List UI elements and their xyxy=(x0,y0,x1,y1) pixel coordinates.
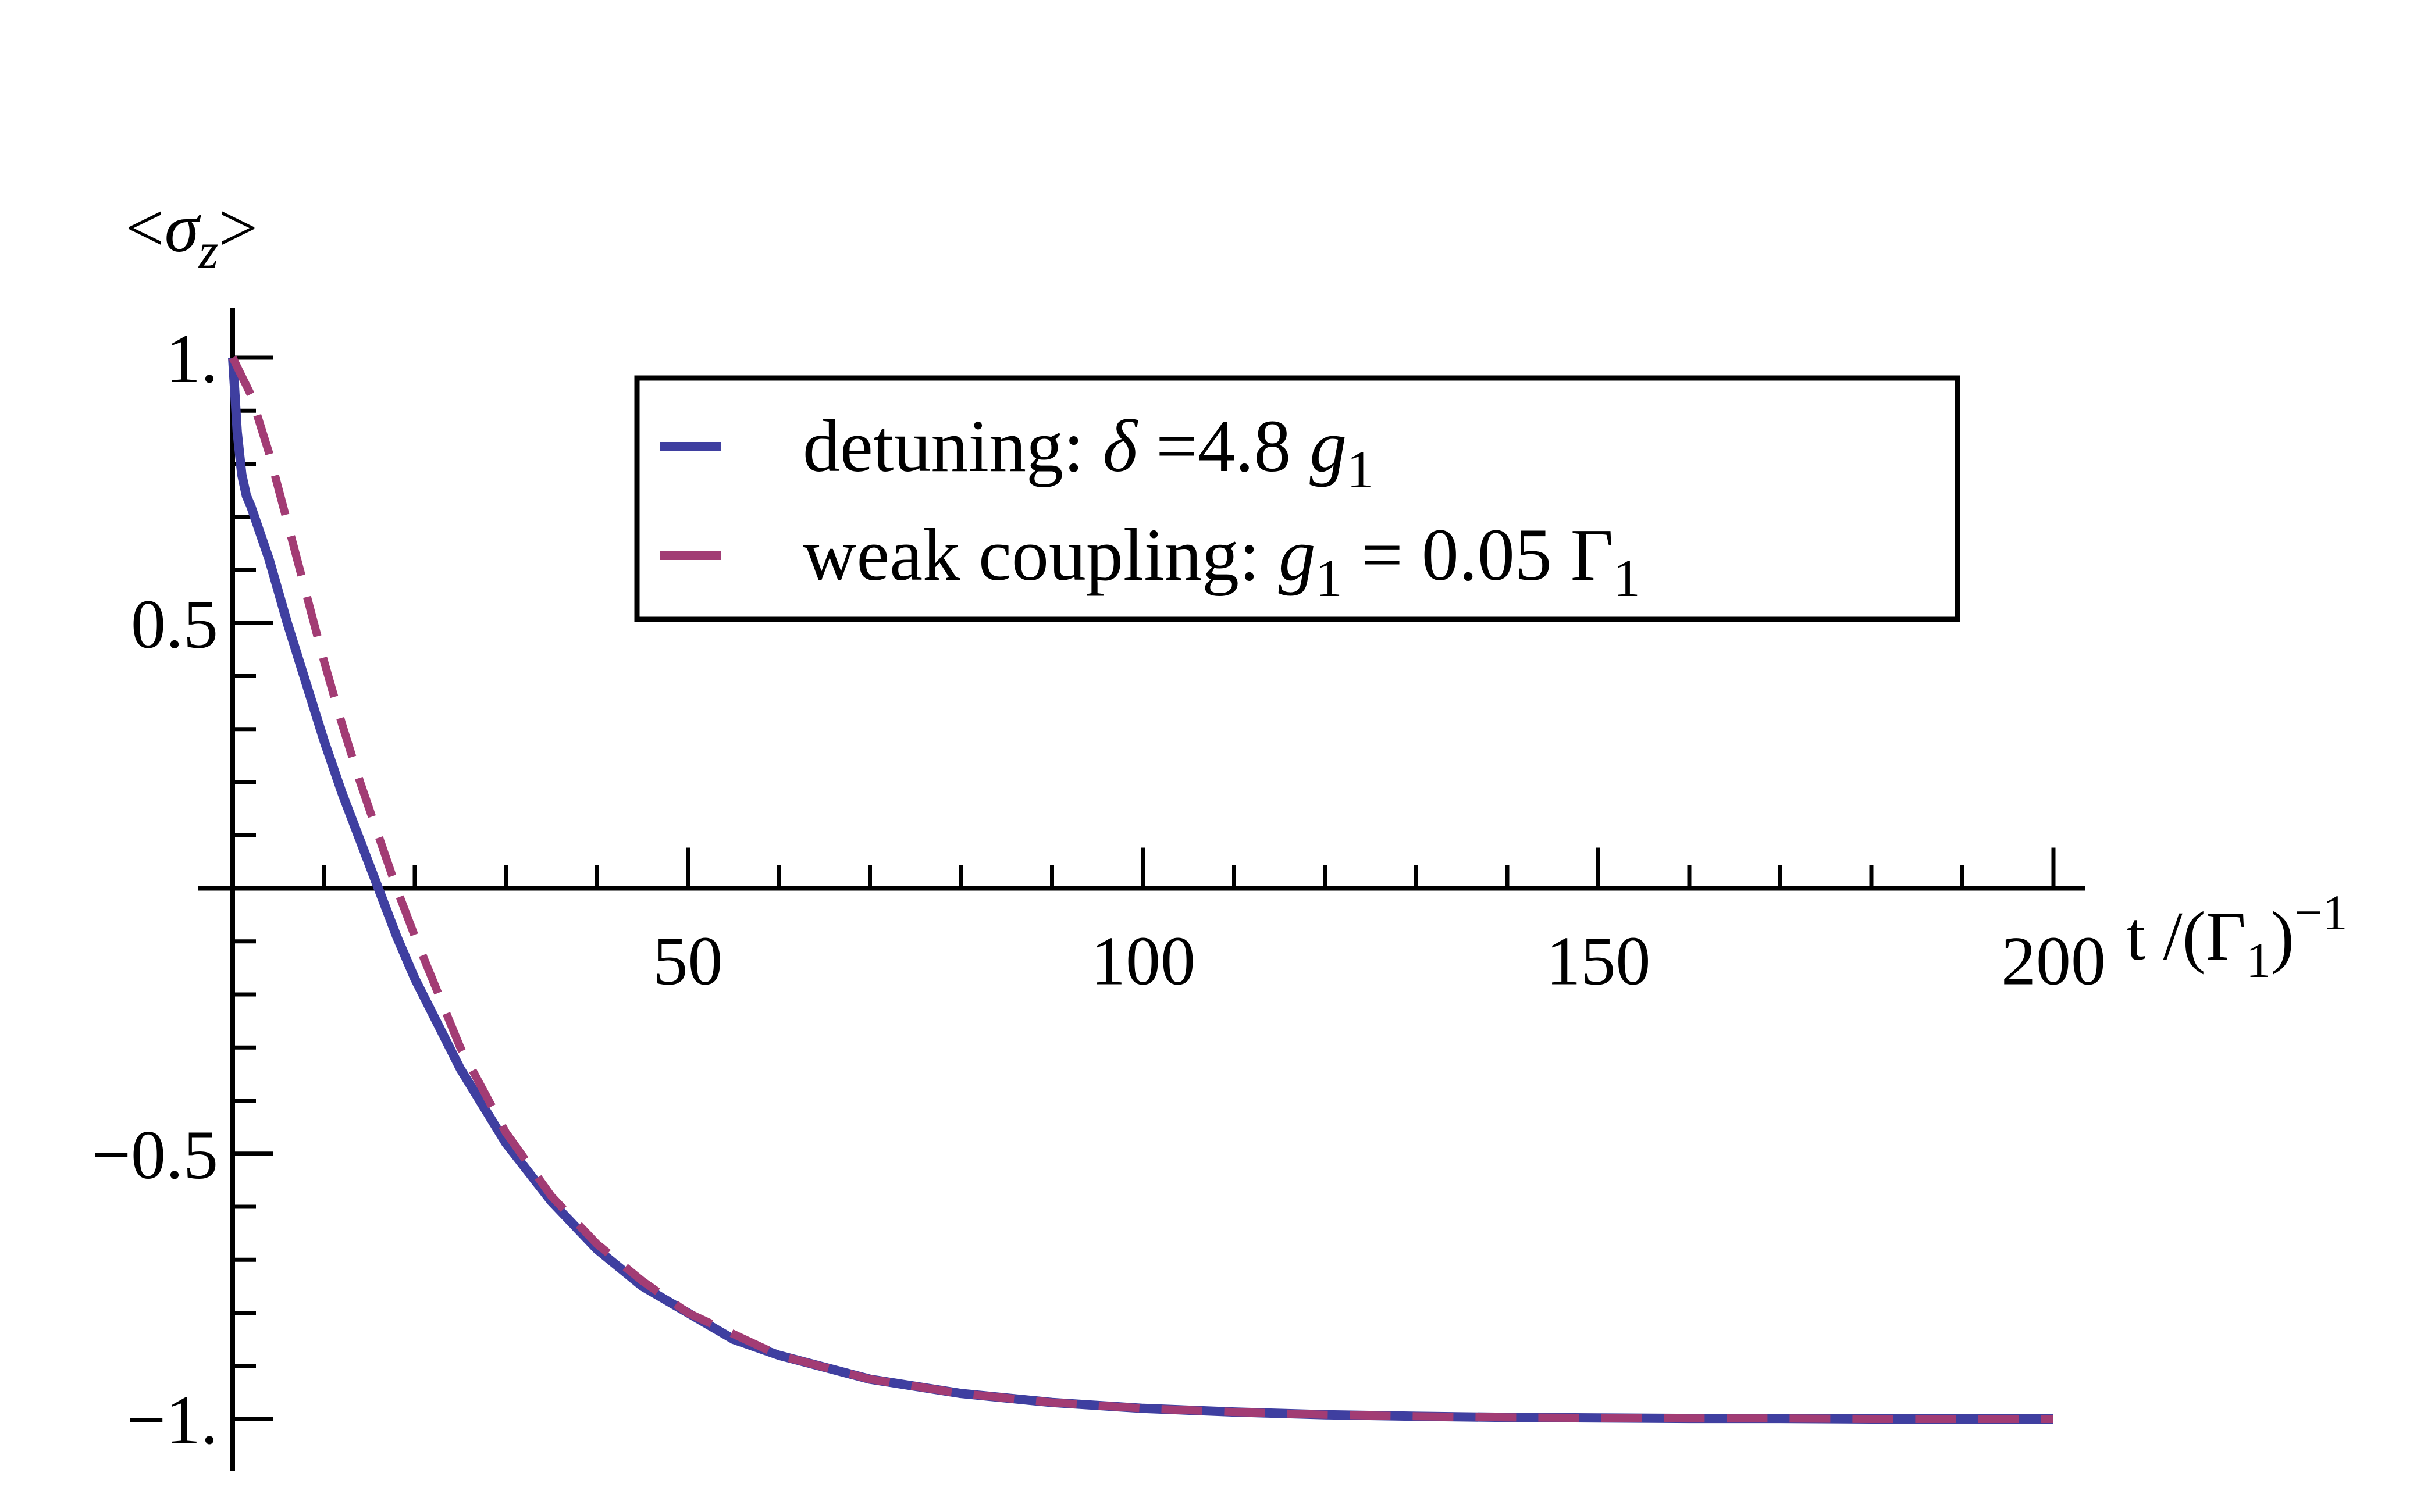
y-tick-label: 1. xyxy=(166,320,218,397)
x-tick-label: 150 xyxy=(1546,922,1651,1000)
x-tick-label: 200 xyxy=(2001,922,2106,1000)
y-tick-label: 0.5 xyxy=(131,585,218,662)
legend-label-weak-coupling: weak coupling: g1 = 0.05 Γ1 xyxy=(803,513,1640,608)
legend-box xyxy=(634,375,1960,622)
series-line-weak-coupling xyxy=(229,355,2053,1423)
ticks: 50 100 150 200 1. 0.5 −0.5 −1. xyxy=(91,320,2106,1458)
legend-label-detuning: detuning: δ =4.8 g1 xyxy=(803,405,1373,499)
series-lines xyxy=(228,355,2053,1424)
x-tick-label: 100 xyxy=(1091,922,1195,1000)
y-tick-label: −0.5 xyxy=(91,1116,218,1193)
y-tick-label: −1. xyxy=(126,1381,218,1458)
x-axis-label: t /(Γ1)−1 xyxy=(2126,885,2348,988)
x-tick-label: 50 xyxy=(653,922,723,1000)
y-axis-label: <σz> xyxy=(125,189,258,279)
legend: detuning: δ =4.8 g1 weak coupling: g1 = … xyxy=(634,375,1960,622)
